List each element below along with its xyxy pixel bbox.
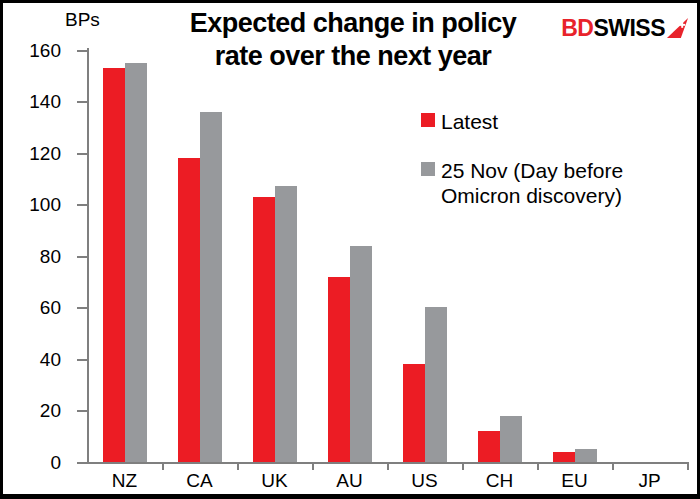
policy-rate-chart: BPs Expected change in policy rate over … bbox=[0, 0, 700, 499]
x-category-label: US bbox=[387, 470, 462, 492]
x-tick bbox=[462, 462, 464, 470]
y-tick bbox=[77, 359, 87, 361]
bar-au-latest bbox=[328, 277, 350, 462]
y-tick-label: 100 bbox=[17, 194, 61, 216]
bar-nz-latest bbox=[103, 68, 125, 462]
bar-nz-25nov bbox=[125, 63, 147, 462]
plot-area: 0 20 40 60 80 100 120 140 160 NZCAUKAUUSCHEUJP bbox=[3, 3, 700, 499]
y-tick bbox=[77, 462, 87, 464]
x-tick bbox=[387, 462, 389, 470]
bar-ch-25nov bbox=[500, 416, 522, 462]
bar-ch-latest bbox=[478, 431, 500, 462]
y-tick-label: 40 bbox=[17, 349, 61, 371]
bar-us-latest bbox=[403, 364, 425, 462]
x-category-label: EU bbox=[537, 470, 612, 492]
x-tick bbox=[687, 462, 689, 470]
bar-ca-latest bbox=[178, 158, 200, 462]
y-tick-label: 120 bbox=[17, 143, 61, 165]
y-tick bbox=[77, 307, 87, 309]
x-category-label: CA bbox=[162, 470, 237, 492]
x-tick bbox=[312, 462, 314, 470]
x-category-label: NZ bbox=[87, 470, 162, 492]
y-axis-line bbox=[87, 48, 89, 464]
bar-au-25nov bbox=[350, 246, 372, 462]
bar-us-25nov bbox=[425, 307, 447, 462]
y-tick-label: 0 bbox=[17, 452, 61, 474]
x-category-label: CH bbox=[462, 470, 537, 492]
bar-uk-latest bbox=[253, 197, 275, 462]
y-tick bbox=[77, 101, 87, 103]
y-tick-label: 140 bbox=[17, 91, 61, 113]
bar-eu-latest bbox=[553, 452, 575, 462]
y-tick bbox=[77, 153, 87, 155]
x-category-label: AU bbox=[312, 470, 387, 492]
y-tick-label: 60 bbox=[17, 297, 61, 319]
bar-uk-25nov bbox=[275, 186, 297, 462]
bar-ca-25nov bbox=[200, 112, 222, 462]
y-tick bbox=[77, 410, 87, 412]
x-tick bbox=[162, 462, 164, 470]
y-tick bbox=[77, 50, 87, 52]
x-category-label: UK bbox=[237, 470, 312, 492]
x-category-label: JP bbox=[612, 470, 687, 492]
x-tick bbox=[237, 462, 239, 470]
bar-eu-25nov bbox=[575, 449, 597, 462]
x-tick bbox=[612, 462, 614, 470]
x-tick bbox=[537, 462, 539, 470]
y-tick bbox=[77, 204, 87, 206]
y-tick bbox=[77, 256, 87, 258]
y-tick-label: 160 bbox=[17, 40, 61, 62]
y-tick-label: 80 bbox=[17, 246, 61, 268]
y-tick-label: 20 bbox=[17, 400, 61, 422]
